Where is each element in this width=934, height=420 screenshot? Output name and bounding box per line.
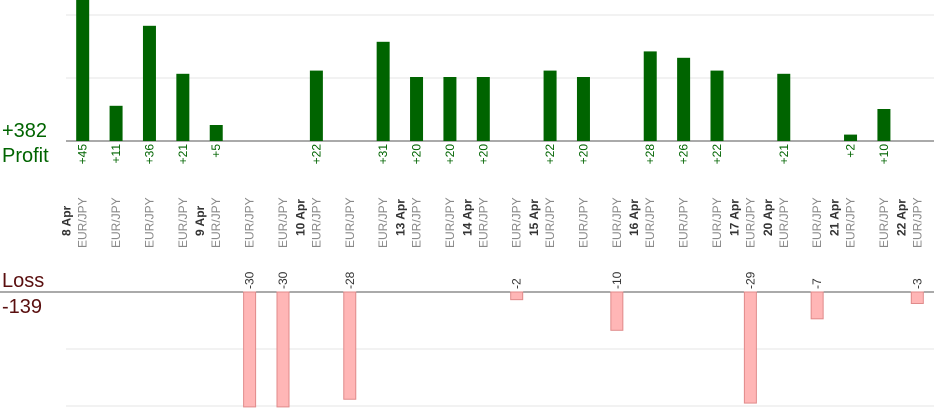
profit-value-label: +31 — [376, 144, 390, 165]
pair-label: EUR/JPY — [877, 197, 891, 248]
pair-label: EUR/JPY — [910, 197, 924, 248]
loss-bar — [510, 291, 524, 301]
loss-bar — [910, 291, 924, 304]
profit-bar — [376, 41, 390, 141]
loss-total: -139 — [2, 296, 43, 318]
date-label: 13 Apr — [394, 199, 408, 236]
loss-value-label: -3 — [910, 278, 924, 289]
pair-label: EUR/JPY — [276, 197, 290, 248]
pair-label: EUR/JPY — [209, 197, 223, 248]
profit-bar — [677, 57, 691, 141]
profit-value-label: +20 — [443, 144, 457, 165]
date-label: 10 Apr — [293, 199, 307, 236]
profit-bar — [877, 109, 891, 141]
date-label: 17 Apr — [727, 199, 741, 236]
profit-value-label: +10 — [877, 144, 891, 165]
profit-bar — [576, 77, 590, 141]
profit-value-label: +20 — [410, 144, 424, 165]
profit-value-label: +22 — [710, 144, 724, 165]
loss-value-label: -2 — [510, 278, 524, 289]
profit-bar — [443, 77, 457, 141]
profit-bar — [643, 51, 657, 141]
pair-label: EUR/JPY — [443, 197, 457, 248]
profit-bar — [844, 134, 858, 141]
loss-value-label: -10 — [610, 271, 624, 289]
loss-bar — [810, 291, 824, 320]
profit-value-label: +22 — [543, 144, 557, 165]
pair-label: EUR/JPY — [710, 197, 724, 248]
pair-label: EUR/JPY — [576, 197, 590, 248]
profit-bar — [76, 0, 90, 141]
pair-label: EUR/JPY — [176, 197, 190, 248]
date-label: 21 Apr — [828, 199, 842, 236]
date-label: 14 Apr — [460, 199, 474, 236]
loss-label: Loss — [2, 270, 45, 292]
loss-bar — [243, 291, 257, 408]
pair-label: EUR/JPY — [476, 197, 490, 248]
profit-value-label: +20 — [476, 144, 490, 165]
loss-value-label: -30 — [243, 271, 257, 289]
profit-value-label: +22 — [309, 144, 323, 165]
date-label: 15 Apr — [527, 199, 541, 236]
pair-label: EUR/JPY — [510, 197, 524, 248]
profit-bar — [410, 77, 424, 141]
profit-value-label: +21 — [777, 144, 791, 165]
loss-bar — [343, 291, 357, 400]
date-label: 8 Apr — [60, 205, 74, 236]
pair-label: EUR/JPY — [743, 197, 757, 248]
pair-label: EUR/JPY — [810, 197, 824, 248]
profit-label: Profit — [2, 145, 49, 167]
date-label: 16 Apr — [627, 199, 641, 236]
profit-bar — [543, 70, 557, 141]
pair-label: EUR/JPY — [643, 197, 657, 248]
pair-label: EUR/JPY — [410, 197, 424, 248]
profit-bar — [476, 77, 490, 141]
profit-value-label: +20 — [576, 144, 590, 165]
pair-label: EUR/JPY — [610, 197, 624, 248]
profit-total: +382 — [2, 120, 48, 142]
profit-value-label: +21 — [176, 144, 190, 165]
profit-bar — [209, 125, 223, 141]
loss-value-label: -28 — [343, 271, 357, 289]
pair-label: EUR/JPY — [76, 197, 90, 248]
pair-label: EUR/JPY — [376, 197, 390, 248]
loss-value-label: -29 — [743, 271, 757, 289]
profit-bar — [176, 73, 190, 141]
profit-value-label: +5 — [209, 144, 223, 158]
profit-value-label: +36 — [142, 144, 156, 165]
profit-bar — [109, 105, 123, 141]
pair-label: EUR/JPY — [309, 197, 323, 248]
profit-value-label: +11 — [109, 144, 123, 164]
profit-bar — [777, 73, 791, 141]
profit-bar — [710, 70, 724, 141]
pair-label: EUR/JPY — [142, 197, 156, 248]
date-label: 20 Apr — [761, 199, 775, 236]
loss-bar — [276, 291, 290, 408]
profit-value-label: +28 — [643, 144, 657, 165]
pair-label: EUR/JPY — [243, 197, 257, 248]
loss-bar — [743, 291, 757, 404]
loss-bar — [610, 291, 624, 331]
profit-value-label: +45 — [76, 144, 90, 165]
profit-bar — [142, 25, 156, 141]
loss-value-label: -7 — [810, 278, 824, 289]
pair-label: EUR/JPY — [109, 197, 123, 248]
pair-label: EUR/JPY — [777, 197, 791, 248]
profit-value-label: +26 — [677, 144, 691, 165]
date-label: 22 Apr — [894, 199, 908, 236]
profit-value-label: +2 — [844, 144, 858, 158]
profit-bar — [309, 70, 323, 141]
pair-label: EUR/JPY — [844, 197, 858, 248]
date-label: 9 Apr — [193, 205, 207, 236]
loss-value-label: -30 — [276, 271, 290, 289]
pair-label: EUR/JPY — [677, 197, 691, 248]
pair-label: EUR/JPY — [543, 197, 557, 248]
pair-label: EUR/JPY — [343, 197, 357, 248]
